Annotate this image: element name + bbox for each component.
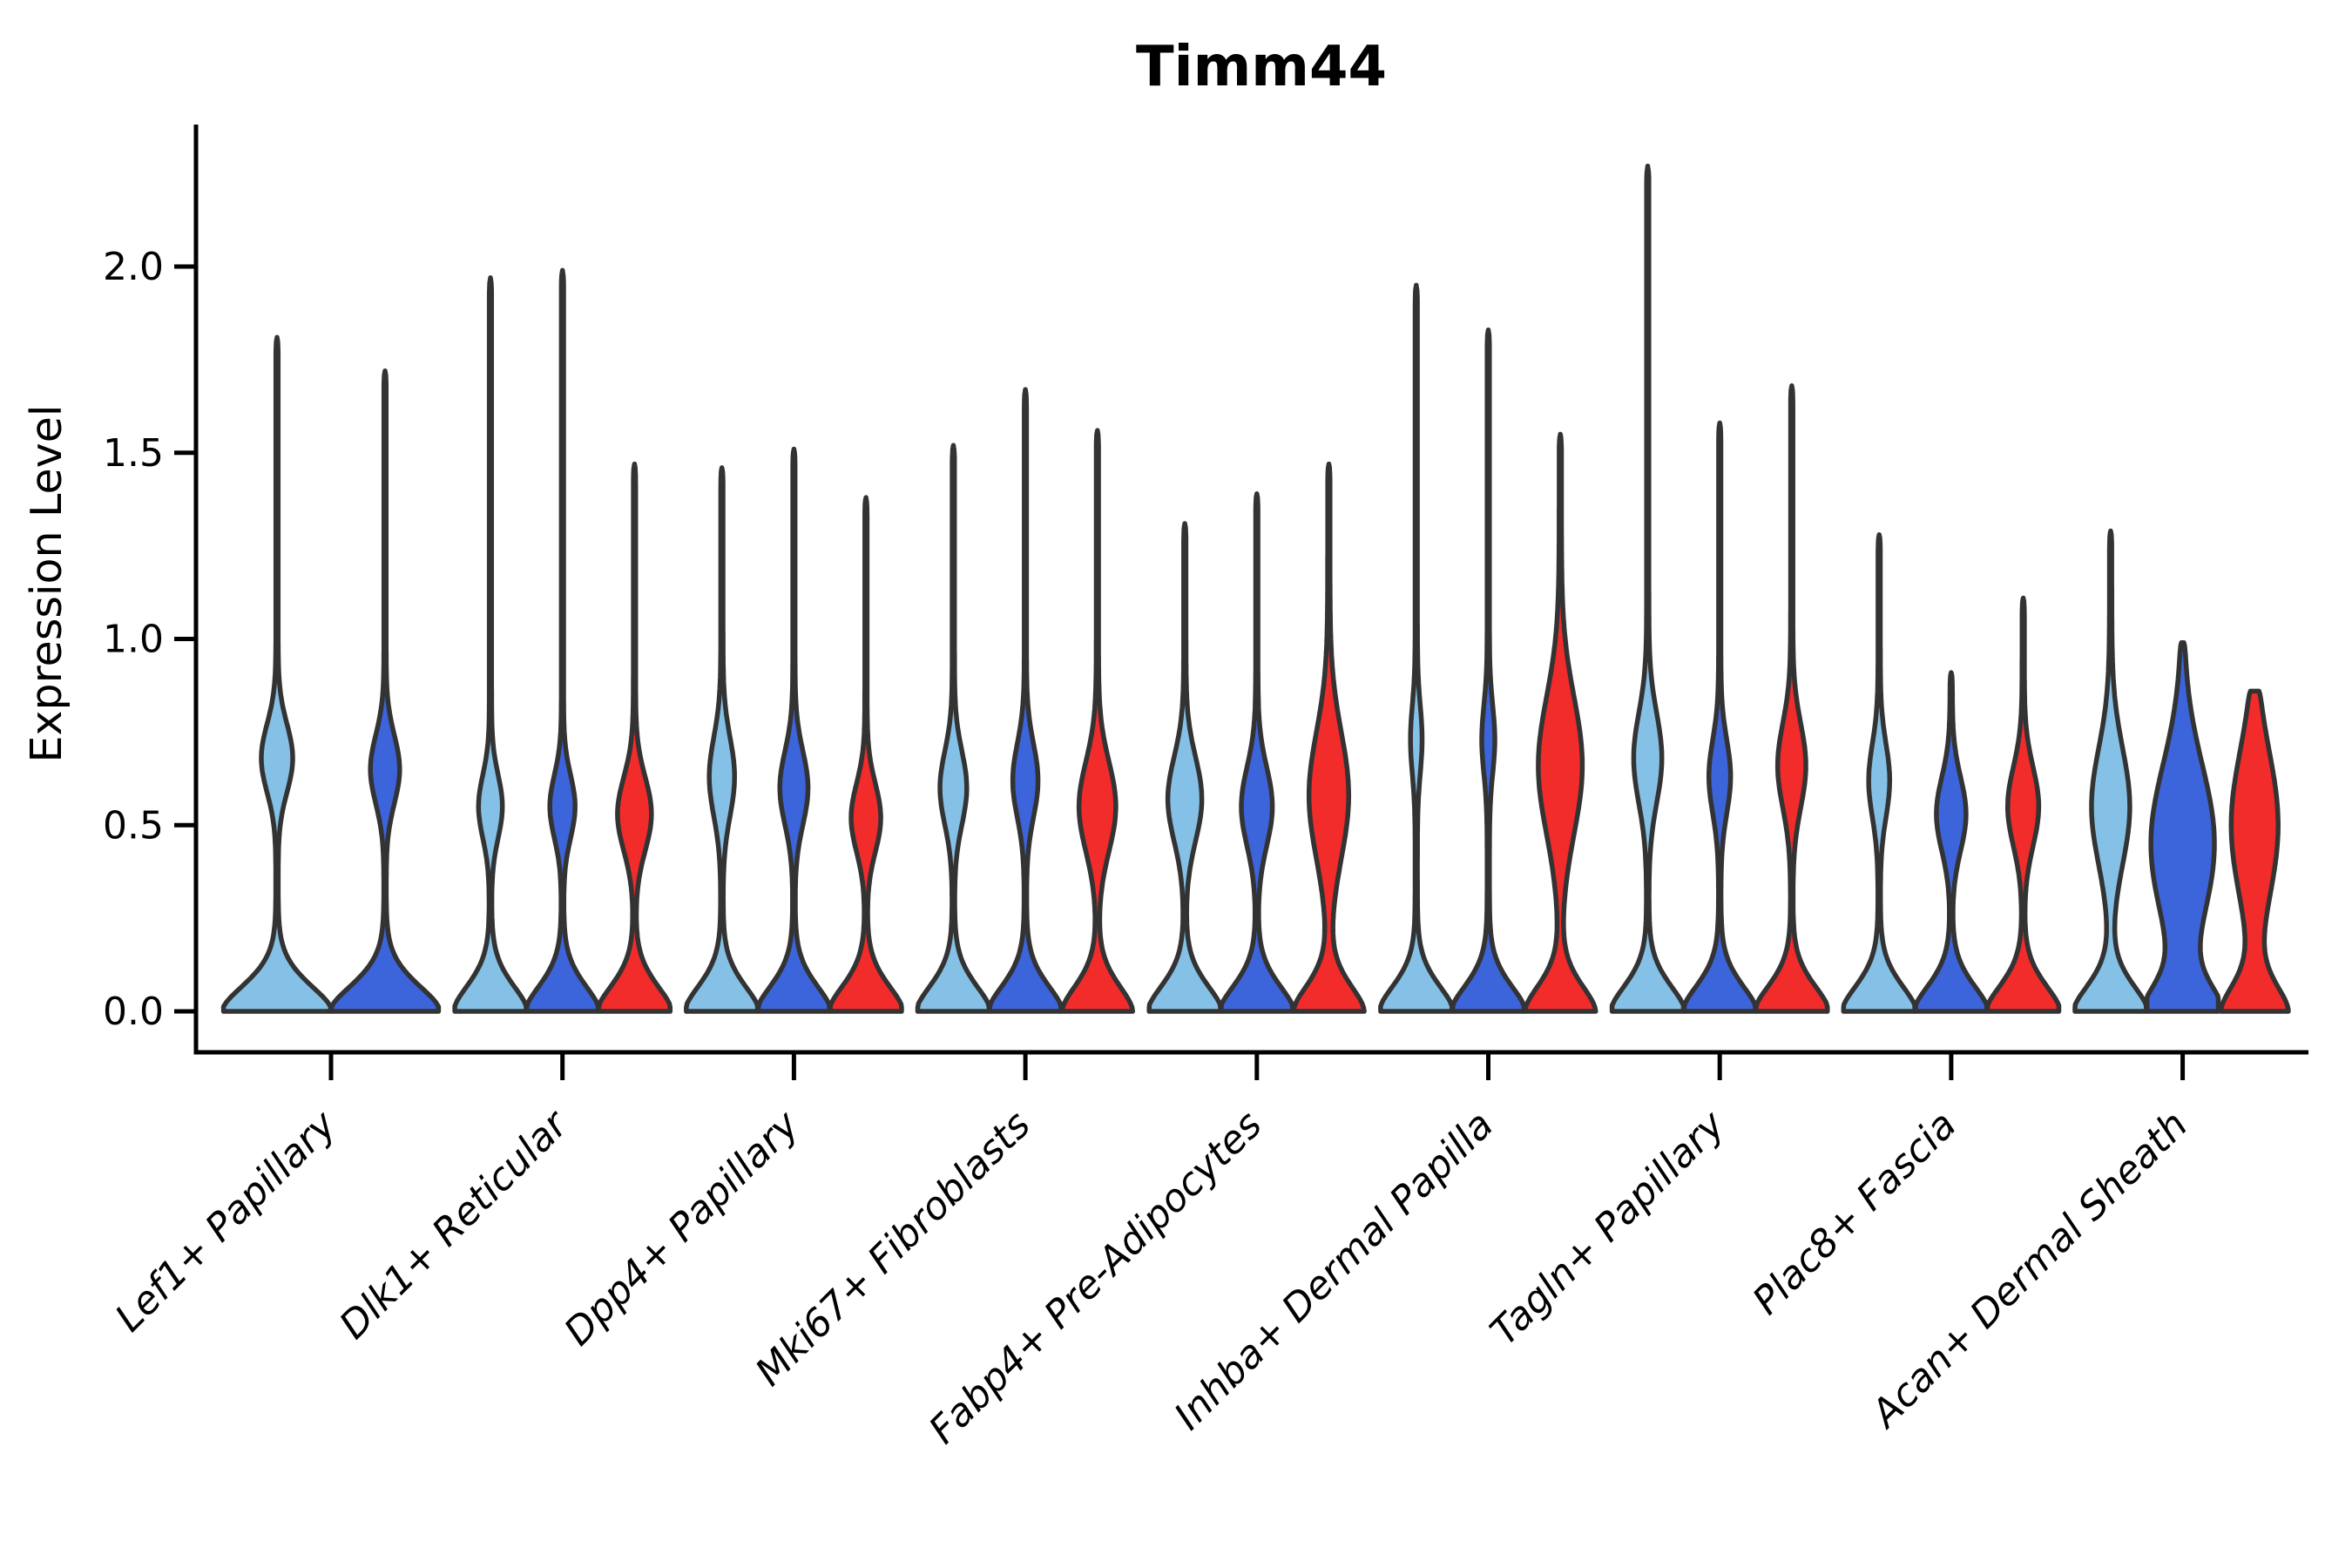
- violin-dpp4-papillary-royalblue: [755, 446, 833, 1014]
- y-tick-label: 0.5: [103, 803, 164, 848]
- violin-fabp4-pre-adipocytes-royalblue: [1219, 491, 1295, 1014]
- violin-fabp4-pre-adipocytes-red: [1291, 461, 1367, 1014]
- violin-mki67-fibroblasts-royalblue: [987, 387, 1064, 1014]
- violin-tagln-papillary-skyblue: [1609, 163, 1686, 1014]
- x-tick-label: Tagln+ Papillary: [1482, 1102, 1734, 1354]
- violin-acan-dermal-sheath-skyblue: [2072, 528, 2149, 1014]
- violin-inhba-dermal-papilla-red: [1522, 431, 1598, 1014]
- y-tick-label: 2.0: [103, 245, 164, 289]
- violin-inhba-dermal-papilla-royalblue: [1450, 327, 1527, 1014]
- y-tick-label: 1.5: [103, 431, 164, 476]
- axes-layer: [174, 125, 2308, 1080]
- plot-title: Timm44: [1136, 35, 1387, 99]
- violin-acan-dermal-sheath-red: [2218, 688, 2291, 1014]
- violin-mki67-fibroblasts-red: [1059, 428, 1136, 1014]
- x-tick-label: Lef1+ Papillary: [107, 1102, 346, 1341]
- violin-plac8-fascia-red: [1984, 595, 2062, 1014]
- violin-dpp4-papillary-red: [828, 495, 904, 1014]
- violin-lef1-papillary-skyblue: [220, 335, 334, 1014]
- violins-layer: [220, 163, 2291, 1014]
- violin-tagln-papillary-royalblue: [1681, 420, 1758, 1014]
- x-tick-label: Plac8+ Fascia: [1744, 1103, 1964, 1323]
- violin-dlk1-reticular-royalblue: [524, 267, 601, 1014]
- violin-tagln-papillary-red: [1754, 383, 1830, 1014]
- violin-plac8-fascia-skyblue: [1841, 532, 1917, 1014]
- violin-acan-dermal-sheath-royalblue: [2144, 640, 2221, 1014]
- violin-dlk1-reticular-red: [596, 461, 673, 1014]
- x-tick-label: Dpp4+ Papillary: [556, 1102, 808, 1355]
- violin-plac8-fascia-royalblue: [1913, 670, 1990, 1014]
- y-tick-label: 0.0: [103, 990, 164, 1034]
- violin-inhba-dermal-papilla-skyblue: [1378, 282, 1455, 1014]
- violin-mki67-fibroblasts-skyblue: [915, 443, 992, 1014]
- violin-fabp4-pre-adipocytes-skyblue: [1146, 521, 1223, 1014]
- y-tick-label: 1.0: [103, 618, 164, 662]
- violin-lef1-papillary-royalblue: [328, 368, 442, 1014]
- violin-dlk1-reticular-skyblue: [452, 275, 529, 1014]
- violin-dpp4-papillary-skyblue: [684, 465, 760, 1014]
- x-tick-label: Dlk1+ Reticular: [331, 1101, 578, 1348]
- y-axis-label: Expression Level: [22, 405, 71, 763]
